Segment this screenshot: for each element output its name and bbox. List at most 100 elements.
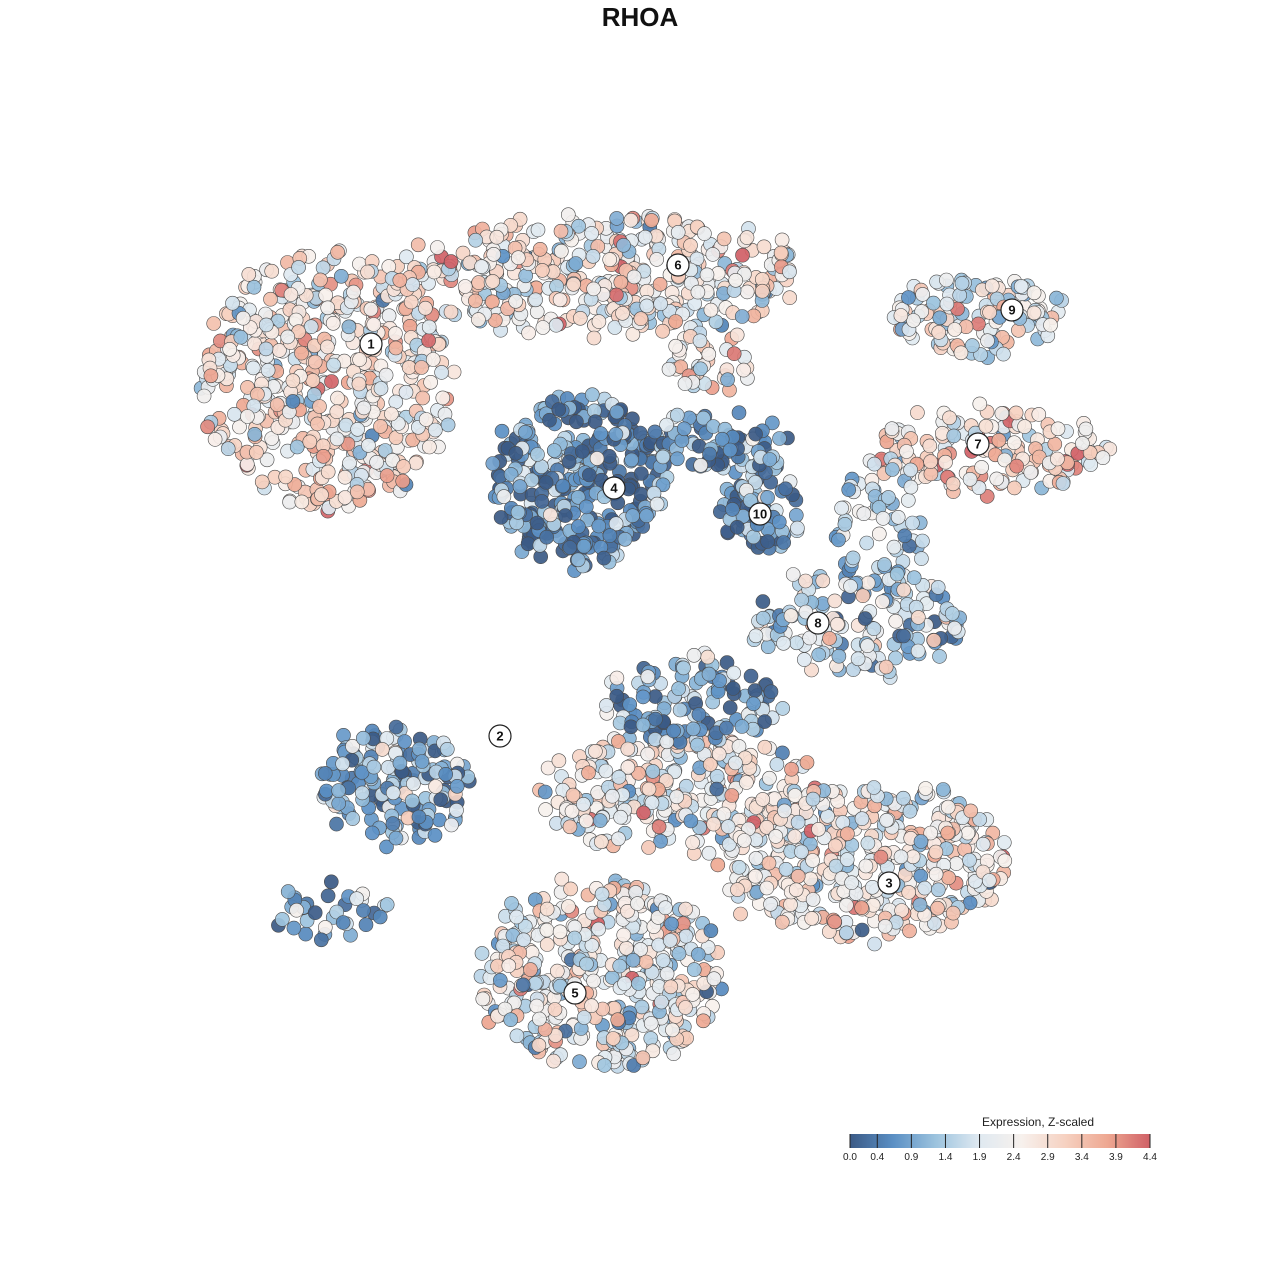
cluster-label-text: 7 (974, 437, 981, 452)
data-point (427, 422, 443, 438)
data-point (360, 264, 375, 280)
data-point (501, 958, 517, 974)
data-point (917, 880, 933, 896)
data-point (701, 845, 717, 861)
data-point (203, 368, 219, 384)
data-point (457, 279, 473, 294)
cluster-label-8: 8 (806, 611, 830, 635)
data-point (560, 207, 576, 222)
data-point (930, 900, 945, 916)
data-point (620, 741, 636, 757)
data-point (602, 252, 618, 267)
data-point (804, 662, 819, 678)
data-point (548, 317, 564, 333)
data-point (731, 859, 747, 875)
data-point (678, 928, 694, 944)
data-point (529, 998, 545, 1014)
data-point (867, 456, 882, 472)
data-point (196, 388, 212, 404)
data-point (612, 958, 628, 974)
data-point (865, 879, 880, 895)
data-point (258, 341, 274, 357)
data-point (709, 781, 725, 797)
data-point (866, 780, 882, 795)
data-point (617, 976, 632, 991)
cluster-label-7: 7 (966, 432, 990, 456)
cluster-label-marker (359, 332, 383, 356)
data-point (839, 925, 854, 941)
data-point (776, 535, 792, 550)
data-point (1009, 458, 1025, 474)
data-point (320, 888, 336, 904)
data-point (403, 294, 419, 310)
data-point (757, 714, 772, 729)
data-point (845, 550, 861, 566)
data-point (225, 295, 240, 311)
data-point (643, 1016, 659, 1031)
data-point (1047, 436, 1063, 452)
data-point (349, 484, 365, 500)
data-point (624, 452, 639, 468)
data-point (677, 376, 693, 391)
data-point (789, 635, 804, 651)
data-point (930, 580, 946, 595)
data-point (607, 320, 623, 335)
data-point (222, 341, 237, 357)
data-point (776, 635, 791, 651)
cluster-label-text: 10 (753, 507, 767, 522)
data-point (645, 764, 661, 779)
chart-title: RHOA (601, 2, 679, 32)
data-point (620, 759, 636, 775)
data-point (755, 610, 771, 626)
data-point (678, 1000, 693, 1015)
data-point (576, 538, 592, 554)
data-point (860, 638, 875, 654)
data-point (771, 514, 787, 530)
data-point (658, 900, 673, 916)
data-point (643, 1031, 659, 1046)
data-point (552, 292, 568, 308)
data-point (901, 885, 917, 900)
data-point (350, 421, 365, 437)
data-point (668, 338, 684, 354)
data-point (716, 806, 732, 822)
data-point (906, 570, 922, 586)
data-point (756, 239, 772, 255)
data-point (881, 490, 896, 505)
data-point (710, 857, 726, 873)
legend-tick-label: 0.9 (904, 1152, 918, 1163)
data-point (330, 390, 345, 406)
data-point (672, 702, 688, 718)
data-point (1008, 405, 1024, 421)
data-point (341, 319, 357, 335)
data-point (576, 796, 591, 812)
data-point (568, 256, 584, 271)
data-point (574, 444, 590, 459)
data-point (553, 243, 569, 259)
data-point (820, 808, 835, 824)
data-point (763, 684, 779, 700)
data-point (669, 789, 685, 805)
data-point (278, 469, 294, 485)
data-point (703, 923, 719, 939)
data-point (335, 915, 351, 930)
data-point (661, 361, 677, 377)
data-point (686, 962, 702, 977)
data-point (401, 360, 417, 375)
data-point (811, 647, 827, 663)
data-point (905, 515, 920, 531)
cluster-label-marker (748, 502, 772, 526)
data-point (901, 290, 916, 305)
cluster-label-6: 6 (666, 253, 690, 277)
data-point (783, 608, 799, 624)
data-point (724, 788, 740, 803)
data-point (903, 462, 918, 478)
data-point (623, 719, 639, 735)
data-point (712, 673, 727, 689)
data-point (449, 778, 465, 794)
data-point (294, 345, 309, 361)
data-point (486, 247, 502, 262)
cluster-label-marker (877, 871, 901, 895)
data-point (926, 633, 942, 648)
data-point (890, 509, 906, 525)
